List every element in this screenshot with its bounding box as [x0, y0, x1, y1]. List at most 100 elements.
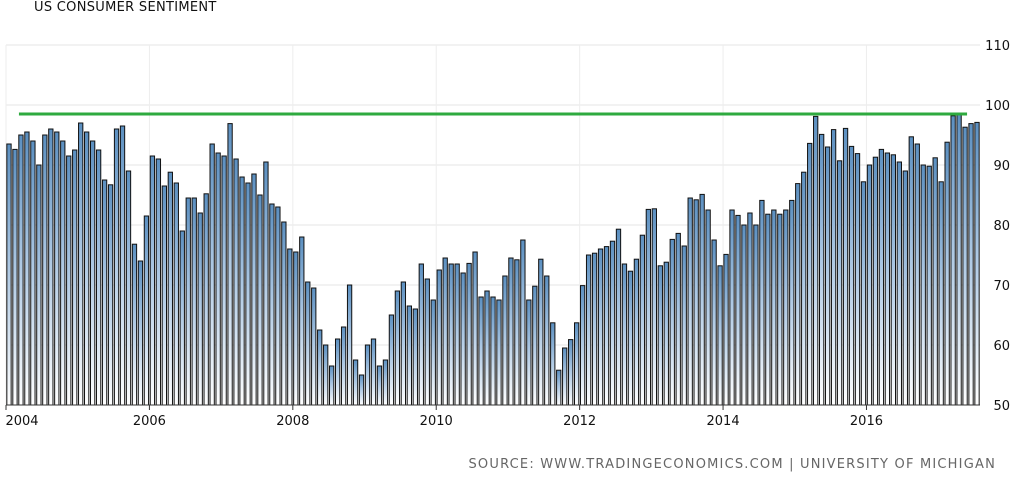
bar [185, 197, 191, 406]
bar [729, 209, 735, 406]
bar [771, 209, 777, 406]
bar [263, 161, 269, 406]
bar [705, 209, 711, 406]
bar [693, 199, 699, 406]
bar [472, 251, 478, 406]
bar [884, 152, 891, 406]
bar [173, 182, 179, 406]
y-tick-label: 80 [993, 219, 1010, 234]
bar [526, 299, 532, 406]
bar [6, 143, 12, 406]
bar [352, 359, 359, 406]
bar [890, 154, 897, 406]
bar [233, 158, 239, 406]
bar [591, 252, 598, 406]
bar [436, 269, 442, 406]
bar [323, 344, 329, 406]
bar [66, 155, 72, 406]
bar [621, 263, 628, 406]
bar [334, 338, 341, 406]
bar [556, 369, 562, 406]
bar [418, 263, 424, 406]
bar [484, 290, 490, 406]
bar [687, 197, 693, 406]
bar [60, 140, 66, 406]
bar [299, 236, 305, 406]
bar [508, 257, 514, 406]
bar [550, 322, 556, 406]
bar [747, 212, 753, 406]
bar [615, 228, 622, 406]
bar [251, 173, 257, 406]
bar [824, 146, 831, 406]
bar [944, 141, 950, 406]
bar [125, 170, 132, 406]
y-tick-label: 50 [993, 399, 1010, 414]
bar [412, 308, 418, 406]
y-axis: 50 60 70 80 90 100 110 [985, 39, 1010, 414]
bar [131, 243, 138, 406]
bar [113, 128, 120, 406]
bar [179, 230, 185, 406]
bar [603, 246, 610, 406]
bar [382, 359, 389, 406]
bar [30, 140, 36, 406]
bar [454, 263, 460, 406]
bar [514, 259, 520, 406]
bar [735, 214, 741, 406]
bar [155, 158, 162, 406]
bar [568, 339, 574, 406]
bar [107, 184, 114, 406]
bar [920, 164, 926, 406]
y-tick-label: 100 [985, 99, 1010, 114]
bar [305, 281, 311, 406]
bar [657, 265, 663, 406]
bar [143, 215, 150, 406]
bar [854, 153, 861, 406]
bar [460, 272, 466, 406]
bar [89, 140, 96, 406]
bar [675, 232, 681, 406]
bar [84, 131, 90, 406]
bar [490, 296, 496, 406]
bar [95, 149, 102, 406]
bar [502, 275, 508, 406]
chart-source: SOURCE: WWW.TRADINGECONOMICS.COM | UNIVE… [468, 457, 996, 472]
bar [430, 299, 436, 406]
chart-title: US CONSUMER SENTIMENT [34, 0, 217, 15]
bar [442, 257, 448, 406]
bar [78, 122, 84, 406]
bar [585, 254, 592, 406]
bar [669, 238, 675, 406]
bar [478, 296, 484, 406]
bar [968, 123, 974, 406]
y-tick-label: 110 [985, 39, 1010, 54]
bar [317, 329, 323, 406]
bar [783, 209, 789, 406]
bar [866, 164, 873, 406]
bar [938, 181, 944, 406]
x-tick-label: 2014 [707, 414, 740, 429]
bar [388, 314, 395, 406]
bar [394, 290, 401, 406]
bar [36, 164, 42, 406]
bar [538, 258, 544, 406]
x-tick-label: 2016 [850, 414, 883, 429]
bar [741, 224, 747, 406]
bar [329, 365, 335, 406]
bar [245, 182, 251, 406]
bar [926, 165, 932, 406]
bar [400, 281, 407, 406]
bar [275, 206, 281, 406]
bar [197, 212, 203, 406]
bar [364, 344, 371, 406]
bar [813, 115, 819, 406]
bar [48, 128, 54, 406]
bar [215, 152, 221, 406]
x-tick-label: 2004 [5, 414, 38, 429]
bar [872, 156, 879, 406]
bar [227, 123, 233, 406]
bar [466, 262, 472, 406]
x-tick-label: 2006 [133, 414, 166, 429]
